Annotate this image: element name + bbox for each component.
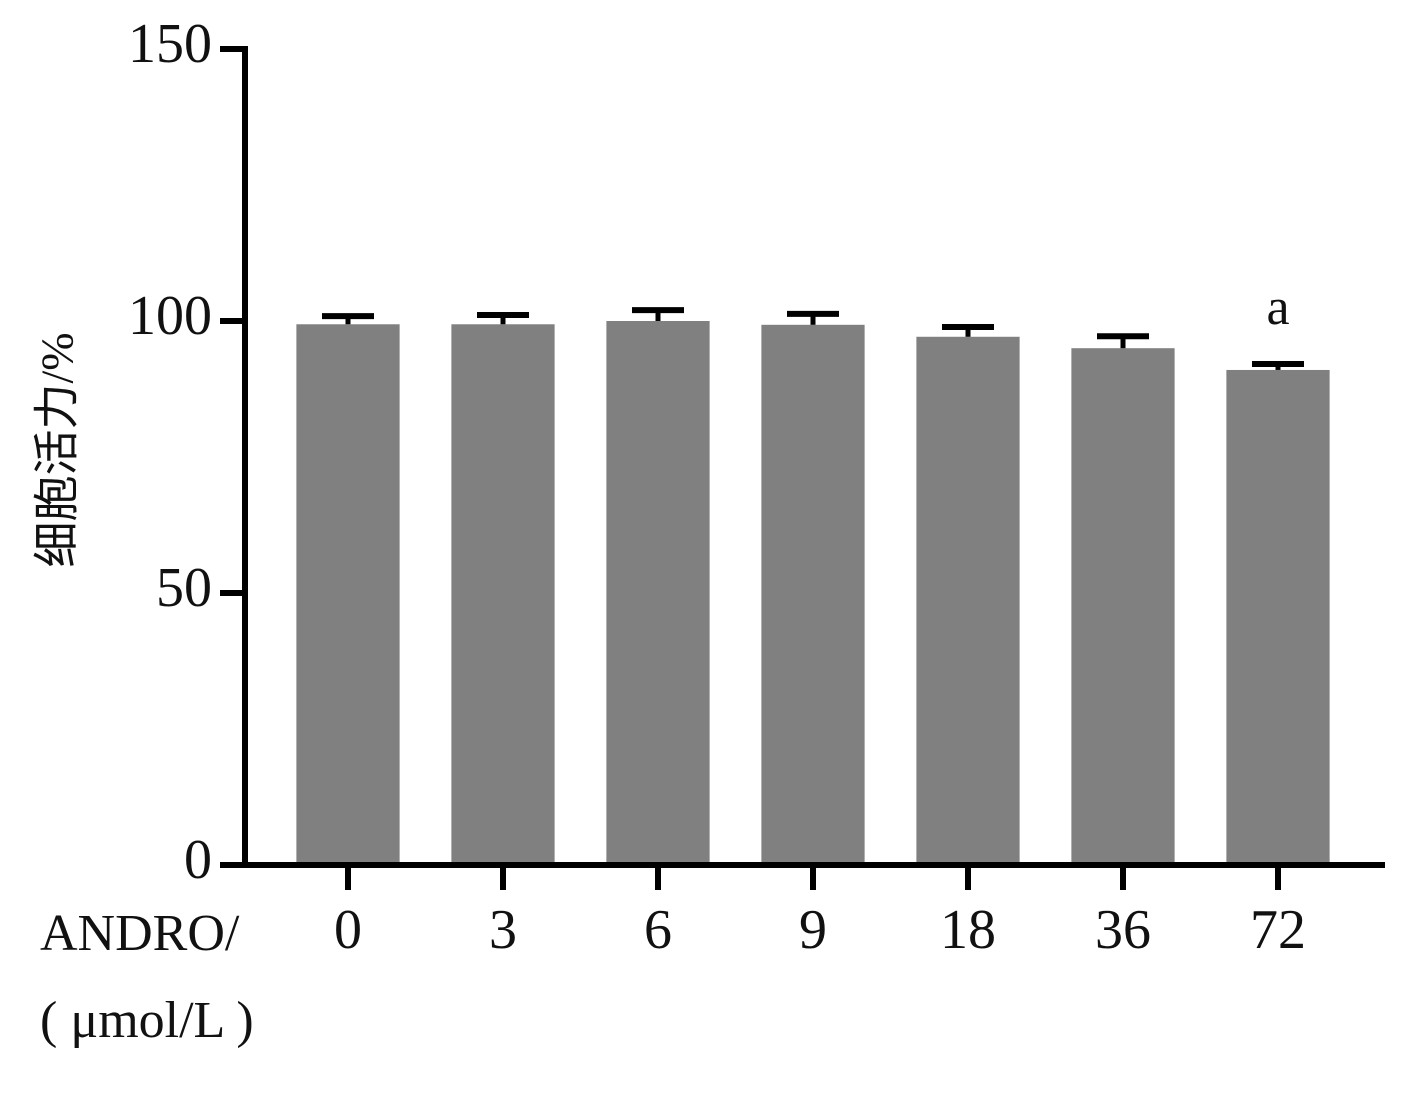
- x-axis-label: ANDRO/: [40, 905, 240, 962]
- x-tick-label: 3: [489, 899, 517, 961]
- x-axis-label: ( μmol/L ): [40, 992, 254, 1049]
- bar: [1071, 348, 1175, 865]
- bar: [761, 324, 865, 866]
- y-tick-label: 0: [184, 829, 212, 891]
- y-tick-label: 150: [128, 13, 212, 75]
- bar: [1226, 369, 1330, 865]
- x-tick-label: 36: [1095, 899, 1151, 961]
- bar: [451, 324, 555, 865]
- x-tick-label: 9: [799, 899, 827, 961]
- y-tick-label: 50: [156, 557, 212, 619]
- x-tick-label: 72: [1250, 899, 1306, 961]
- bar: [606, 321, 710, 865]
- bar: [916, 336, 1020, 865]
- bar: [296, 324, 400, 865]
- x-tick-label: 18: [940, 899, 996, 961]
- x-tick-label: 0: [334, 899, 362, 961]
- y-axis-label: 细胞活力/%: [32, 332, 83, 567]
- annotation: a: [1266, 279, 1289, 336]
- x-tick-label: 6: [644, 899, 672, 961]
- y-tick-label: 100: [128, 285, 212, 347]
